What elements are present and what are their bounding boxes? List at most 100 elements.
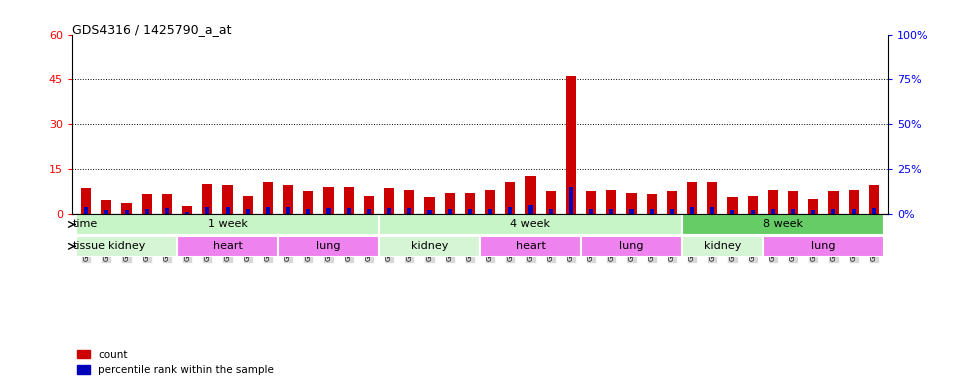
Bar (581, 236, 682, 257)
Bar (545, 191, 556, 214)
Bar (81, 188, 91, 214)
Bar (610, 209, 613, 214)
Bar (808, 199, 818, 214)
Text: 4 week: 4 week (511, 220, 550, 230)
Bar (549, 209, 553, 214)
Bar (751, 210, 755, 214)
Bar (589, 209, 593, 214)
Bar (569, 187, 573, 214)
Bar (203, 184, 212, 214)
Bar (872, 208, 876, 214)
Bar (444, 193, 455, 214)
Bar (286, 207, 290, 214)
Bar (788, 191, 798, 214)
Bar (465, 193, 475, 214)
Bar (480, 236, 581, 257)
Bar (278, 236, 379, 257)
Text: lung: lung (316, 241, 341, 252)
Bar (162, 194, 172, 214)
Bar (263, 182, 273, 214)
Bar (488, 209, 492, 214)
Bar (384, 188, 395, 214)
Bar (105, 210, 108, 214)
Bar (102, 200, 111, 214)
Bar (682, 236, 763, 257)
Text: kidney: kidney (411, 241, 448, 252)
Bar (344, 187, 354, 214)
Bar (182, 206, 192, 214)
Bar (468, 209, 472, 214)
Bar (324, 187, 333, 214)
Bar (682, 214, 884, 235)
Bar (185, 212, 189, 214)
Text: 1 week: 1 week (207, 220, 248, 230)
Bar (306, 209, 310, 214)
Bar (670, 209, 674, 214)
Bar (379, 236, 480, 257)
Bar (828, 191, 838, 214)
Bar (303, 191, 313, 214)
Text: heart: heart (212, 241, 243, 252)
Bar (326, 208, 330, 214)
Bar (76, 236, 177, 257)
Bar (687, 182, 697, 214)
Bar (771, 209, 775, 214)
Bar (379, 214, 682, 235)
Bar (508, 207, 513, 214)
Text: kidney: kidney (704, 241, 741, 252)
Bar (811, 210, 815, 214)
Bar (791, 209, 795, 214)
Bar (869, 185, 879, 214)
Bar (84, 207, 88, 214)
Bar (768, 190, 778, 214)
Bar (367, 209, 371, 214)
Bar (145, 209, 149, 214)
Bar (427, 210, 432, 214)
Bar (485, 190, 495, 214)
Text: 8 week: 8 week (763, 220, 803, 230)
Bar (125, 210, 129, 214)
Text: GDS4316 / 1425790_a_at: GDS4316 / 1425790_a_at (72, 23, 231, 36)
Bar (728, 197, 737, 214)
Bar (763, 236, 884, 257)
Bar (177, 236, 278, 257)
Bar (266, 207, 270, 214)
Bar (205, 207, 209, 214)
Bar (447, 209, 452, 214)
Text: heart: heart (516, 241, 545, 252)
Text: lung: lung (619, 241, 644, 252)
Text: tissue: tissue (72, 241, 106, 252)
Bar (647, 194, 657, 214)
Bar (223, 185, 232, 214)
Legend: count, percentile rank within the sample: count, percentile rank within the sample (77, 350, 274, 375)
Text: lung: lung (811, 241, 835, 252)
Bar (710, 207, 714, 214)
Bar (831, 209, 835, 214)
Bar (165, 208, 169, 214)
Bar (627, 193, 636, 214)
Bar (565, 76, 576, 214)
Bar (630, 209, 634, 214)
Bar (243, 195, 252, 214)
Bar (606, 190, 616, 214)
Bar (404, 190, 415, 214)
Bar (364, 195, 374, 214)
Bar (347, 208, 350, 214)
Bar (690, 207, 694, 214)
Bar (505, 182, 516, 214)
Bar (283, 185, 293, 214)
Bar (748, 195, 757, 214)
Bar (708, 182, 717, 214)
Text: kidney: kidney (108, 241, 145, 252)
Bar (528, 205, 533, 214)
Bar (852, 209, 855, 214)
Text: time: time (72, 220, 98, 230)
Bar (650, 209, 654, 214)
Bar (525, 176, 536, 214)
Bar (76, 214, 379, 235)
Bar (122, 203, 132, 214)
Bar (387, 208, 391, 214)
Bar (849, 190, 858, 214)
Bar (226, 207, 229, 214)
Bar (407, 208, 411, 214)
